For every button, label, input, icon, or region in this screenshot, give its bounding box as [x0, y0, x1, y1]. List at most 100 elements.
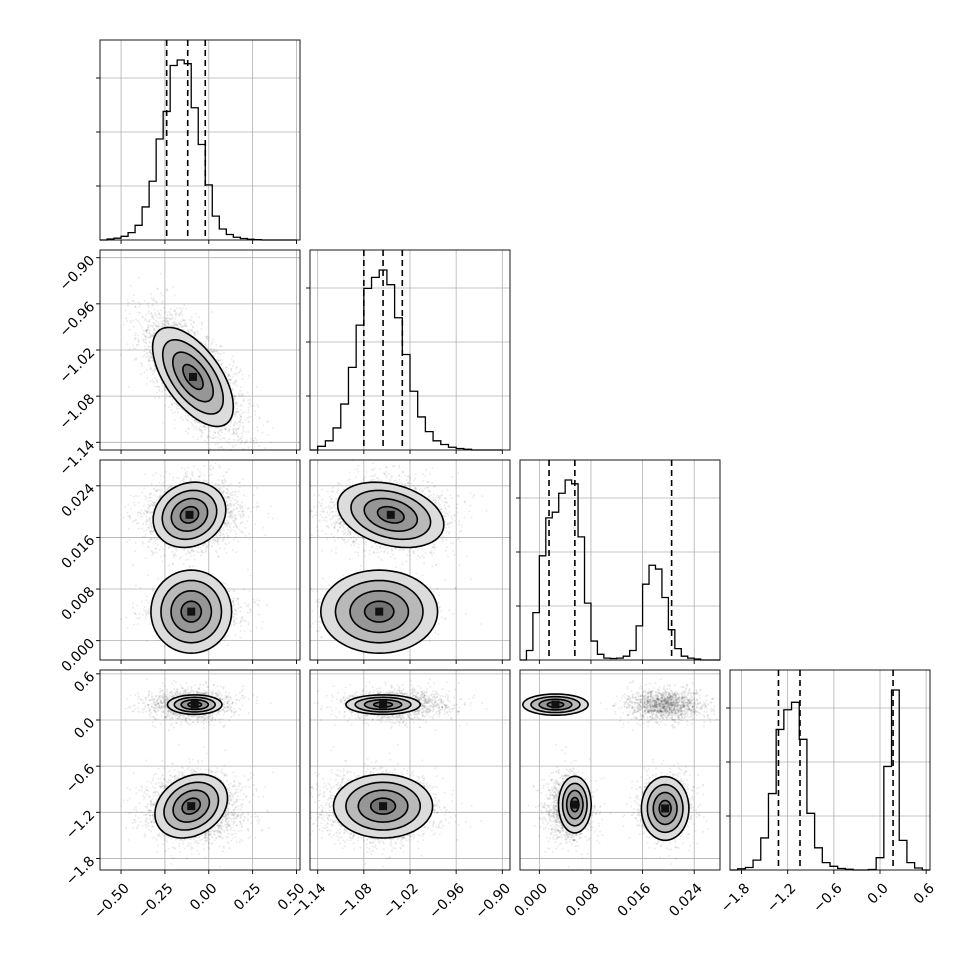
sample-point: [177, 477, 180, 480]
sample-point: [233, 424, 236, 427]
sample-point: [155, 287, 158, 290]
sample-point: [147, 327, 150, 330]
sample-point: [234, 372, 237, 375]
sample-point: [214, 538, 217, 541]
sample-point: [139, 324, 142, 327]
sample-point: [155, 391, 158, 394]
sample-point: [239, 404, 242, 407]
sample-point: [217, 437, 220, 440]
sample-point: [148, 350, 151, 353]
sample-point: [218, 487, 221, 490]
sample-point: [144, 317, 147, 320]
sample-point: [208, 429, 211, 432]
sample-point: [219, 344, 222, 347]
sample-point: [152, 321, 155, 324]
sample-point: [167, 323, 170, 326]
sample-point: [137, 343, 140, 346]
sample-point: [156, 381, 159, 384]
sample-point: [151, 550, 154, 553]
sample-point: [198, 316, 201, 319]
sample-point: [165, 317, 168, 320]
sample-point: [151, 379, 154, 382]
sample-point: [128, 312, 131, 315]
sample-point: [219, 531, 222, 534]
sample-point: [248, 403, 251, 406]
sample-point: [171, 316, 174, 319]
sample-point: [223, 428, 226, 431]
sample-point: [150, 324, 153, 327]
sample-point: [206, 434, 209, 437]
sample-point: [232, 520, 235, 523]
sample-point: [228, 512, 231, 515]
sample-point: [149, 335, 152, 338]
sample-point: [182, 319, 185, 322]
sample-point: [238, 394, 241, 397]
sample-point: [138, 305, 141, 308]
sample-point: [170, 403, 173, 406]
sample-point: [215, 486, 218, 489]
sample-point: [162, 316, 165, 319]
sample-point: [184, 324, 187, 327]
sample-point: [216, 349, 219, 352]
sample-point: [156, 326, 159, 329]
sample-point: [241, 395, 244, 398]
sample-point: [243, 442, 246, 445]
sample-point: [229, 368, 232, 371]
sample-point: [150, 312, 153, 315]
sample-point: [233, 589, 236, 592]
sample-point: [158, 388, 161, 391]
sample-point: [232, 360, 235, 363]
sample-point: [248, 538, 251, 541]
sample-point: [219, 359, 222, 362]
sample-point: [184, 325, 187, 328]
sample-point: [144, 335, 147, 338]
sample-point: [240, 530, 243, 533]
sample-point: [200, 435, 203, 438]
sample-point: [247, 399, 250, 402]
sample-point: [148, 332, 151, 335]
sample-point: [221, 533, 224, 536]
sample-point: [160, 301, 163, 304]
sample-point: [204, 426, 207, 429]
sample-point: [267, 420, 270, 423]
sample-point: [240, 415, 243, 418]
sample-point: [238, 427, 241, 430]
sample-point: [192, 425, 195, 428]
sample-point: [151, 333, 154, 336]
sample-point: [175, 313, 178, 316]
sample-point: [237, 435, 240, 438]
sample-point: [153, 328, 156, 331]
sample-point: [141, 316, 144, 319]
sample-point: [163, 323, 166, 326]
sample-point: [149, 530, 152, 533]
sample-point: [191, 325, 194, 328]
sample-point: [141, 363, 144, 366]
sample-point: [210, 342, 213, 345]
sample-point: [224, 427, 227, 430]
sample-point: [228, 428, 231, 431]
sample-point: [195, 425, 198, 428]
sample-point: [144, 348, 147, 351]
sample-point: [129, 517, 132, 520]
sample-point: [162, 322, 165, 325]
sample-point: [247, 409, 250, 412]
sample-point: [226, 525, 229, 528]
sample-point: [155, 325, 158, 328]
sample-point: [189, 421, 192, 424]
sample-point: [166, 317, 169, 320]
sample-point: [244, 602, 247, 605]
sample-point: [149, 366, 152, 369]
sample-point: [127, 386, 130, 389]
sample-point: [132, 344, 135, 347]
sample-point: [150, 352, 153, 355]
sample-point: [140, 509, 143, 512]
sample-point: [249, 404, 252, 407]
sample-point: [148, 320, 151, 323]
sample-point: [244, 440, 247, 443]
sample-point: [134, 305, 137, 308]
sample-point: [246, 416, 249, 419]
sample-point: [231, 364, 234, 367]
sample-point: [195, 428, 198, 431]
sample-point: [240, 441, 243, 444]
sample-point: [132, 564, 135, 567]
